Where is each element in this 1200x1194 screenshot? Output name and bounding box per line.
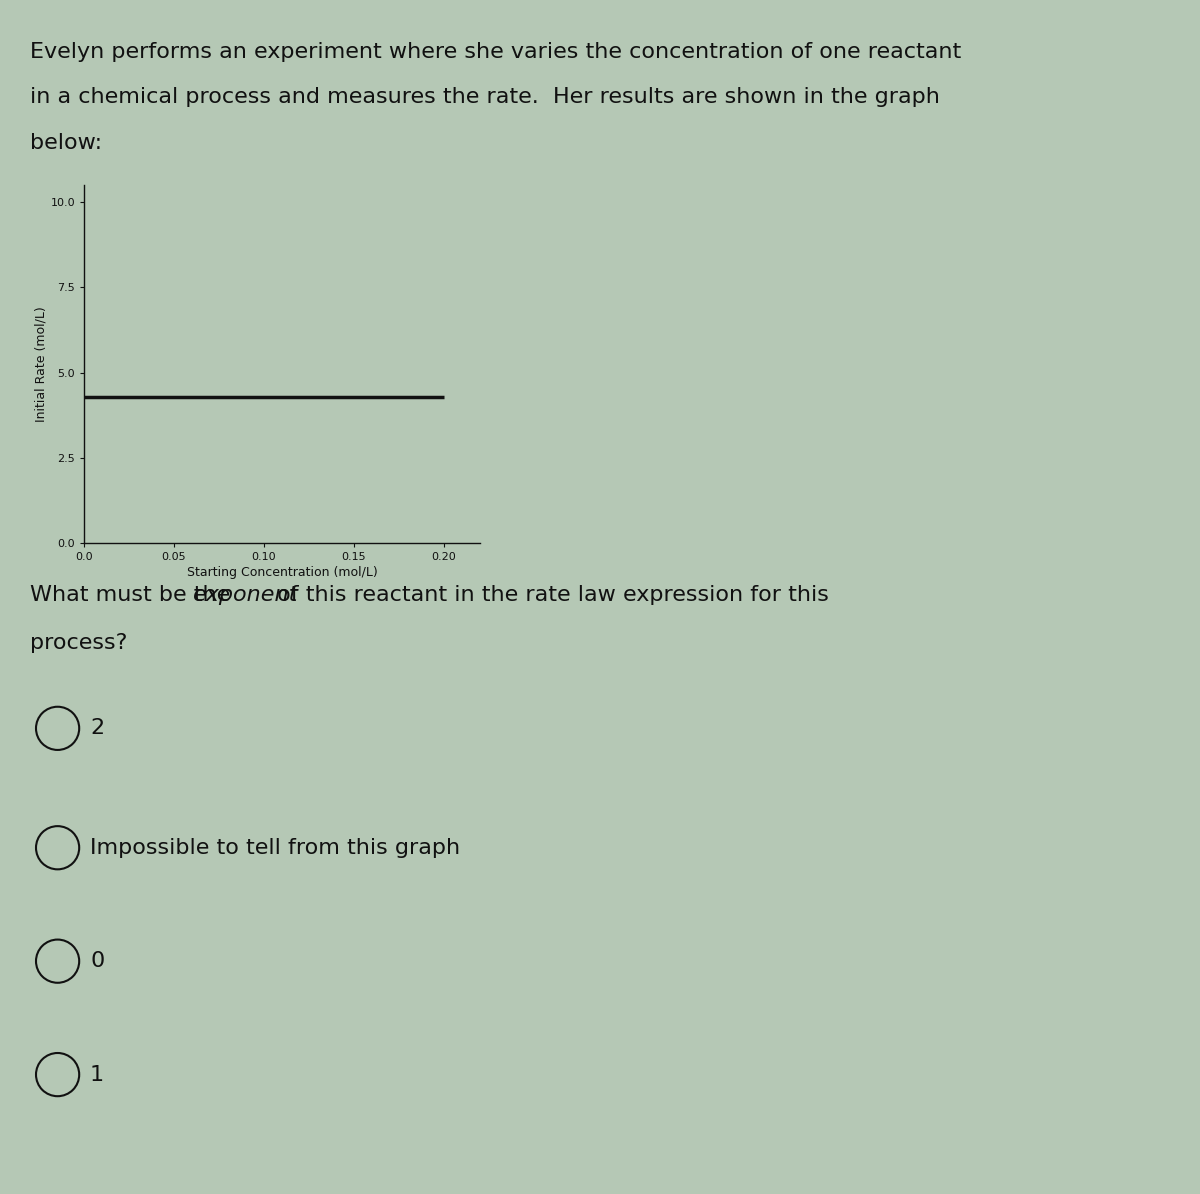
Text: Evelyn performs an experiment where she varies the concentration of one reactant: Evelyn performs an experiment where she … bbox=[30, 42, 961, 62]
Text: of this reactant in the rate law expression for this: of this reactant in the rate law express… bbox=[270, 585, 829, 605]
Text: in a chemical process and measures the rate.  Her results are shown in the graph: in a chemical process and measures the r… bbox=[30, 87, 940, 107]
X-axis label: Starting Concentration (mol/L): Starting Concentration (mol/L) bbox=[187, 566, 377, 579]
Y-axis label: Initial Rate (mol/L): Initial Rate (mol/L) bbox=[35, 307, 48, 421]
Text: 0: 0 bbox=[90, 952, 104, 971]
Text: What must be the: What must be the bbox=[30, 585, 238, 605]
Text: below:: below: bbox=[30, 133, 102, 153]
Text: Impossible to tell from this graph: Impossible to tell from this graph bbox=[90, 838, 460, 857]
Text: 2: 2 bbox=[90, 719, 104, 738]
Text: exponent: exponent bbox=[193, 585, 299, 605]
Text: process?: process? bbox=[30, 633, 127, 653]
Text: 1: 1 bbox=[90, 1065, 104, 1084]
